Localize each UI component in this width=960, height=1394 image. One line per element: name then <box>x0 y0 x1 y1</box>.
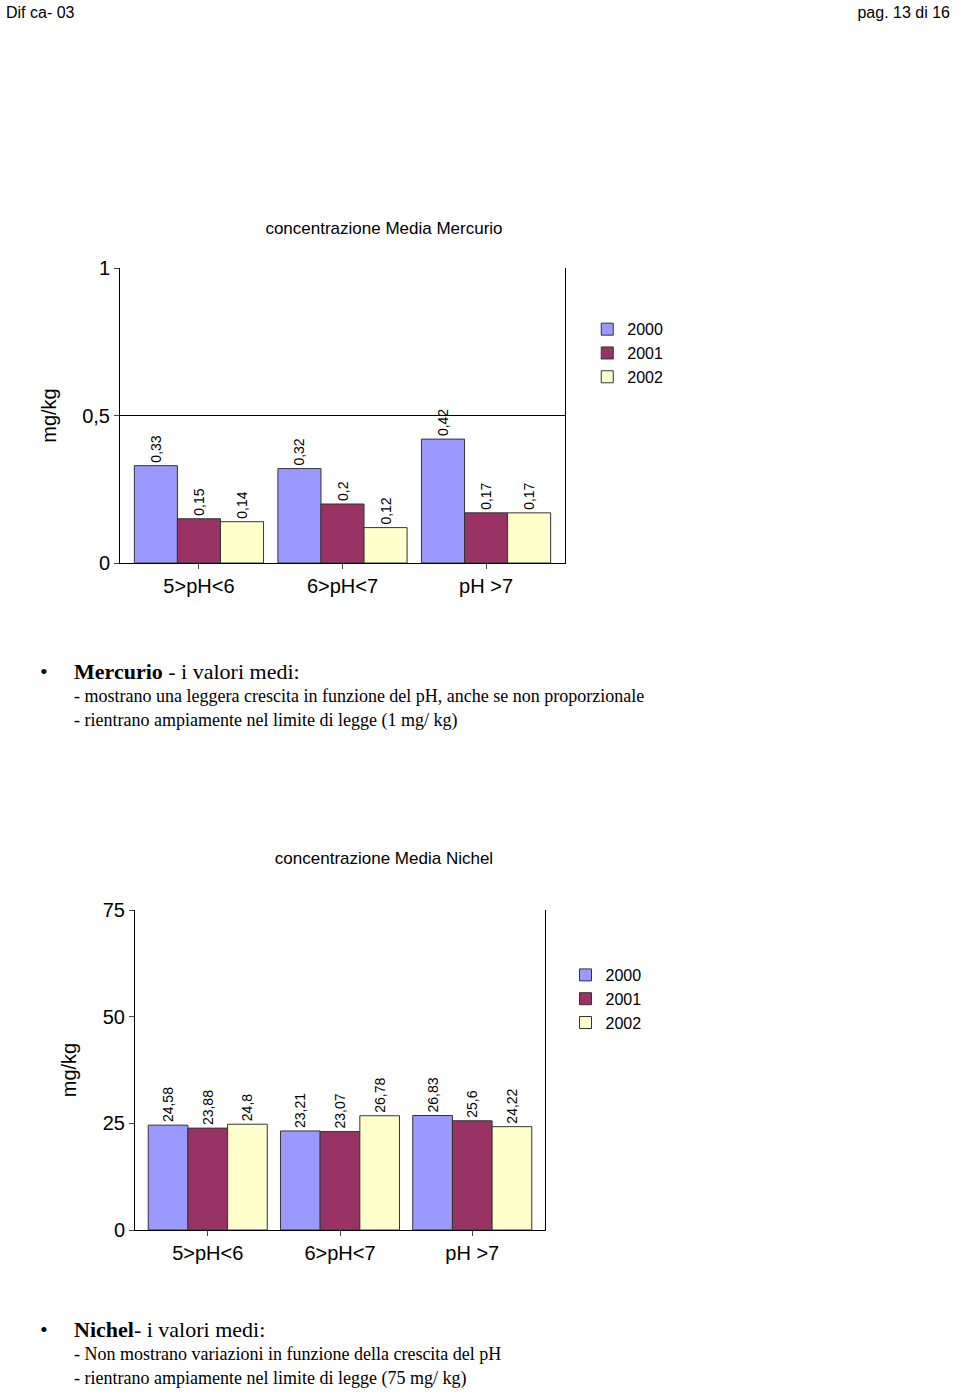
html-text:Mercurio - i valori medi:: Mercurio - i valori medi: <box>74 659 300 684</box>
svg-text:0: 0 <box>99 552 110 574</box>
svg-text:6>pH<7: 6>pH<7 <box>304 1242 375 1264</box>
html-text:- mostrano una leggera crescit: - mostrano una leggera crescita in funzi… <box>74 686 645 706</box>
svg-text:2000: 2000 <box>627 321 663 338</box>
svg-text:24,8: 24,8 <box>239 1094 255 1121</box>
svg-text:0,42: 0,42 <box>435 409 451 436</box>
svg-text:5>pH<6: 5>pH<6 <box>172 1242 243 1264</box>
svg-text:0,17: 0,17 <box>478 482 494 509</box>
svg-text:1: 1 <box>99 257 110 279</box>
svg-text:5>pH<6: 5>pH<6 <box>163 575 234 597</box>
html-text:Nichel - i valori medi:: Nichel - i valori medi: <box>74 1317 266 1342</box>
html-text:- rientrano ampiamente nel lim: - rientrano ampiamente nel limite di leg… <box>74 710 458 730</box>
svg-text:2002: 2002 <box>627 369 663 386</box>
svg-text:23,07: 23,07 <box>332 1093 348 1128</box>
svg-text:23,21: 23,21 <box>292 1093 308 1128</box>
svg-text:2001: 2001 <box>627 345 663 362</box>
svg-text:0,14: 0,14 <box>234 491 250 518</box>
svg-text:75: 75 <box>103 899 125 921</box>
svg-text:2000: 2000 <box>606 967 642 984</box>
svg-text:0,17: 0,17 <box>521 482 537 509</box>
svg-text:0,2: 0,2 <box>335 481 351 501</box>
svg-text:0: 0 <box>114 1219 125 1241</box>
svg-text:25: 25 <box>103 1112 125 1134</box>
html-text:- Non mostrano variazioni in f: - Non mostrano variazioni in funzione de… <box>74 1344 502 1364</box>
svg-text:26,83: 26,83 <box>425 1077 441 1112</box>
html-text:Dif ca- 03: Dif ca- 03 <box>6 4 75 21</box>
svg-text:2001: 2001 <box>606 991 642 1008</box>
svg-text:mg/kg: mg/kg <box>58 1043 80 1097</box>
svg-text:0,15: 0,15 <box>191 488 207 515</box>
svg-text:pH >7: pH >7 <box>459 575 513 597</box>
svg-text:6>pH<7: 6>pH<7 <box>307 575 378 597</box>
html-text:- rientrano ampiamente nel lim: - rientrano ampiamente nel limite di leg… <box>74 1368 467 1388</box>
html-text:pag. 13 di 16: pag. 13 di 16 <box>857 4 950 21</box>
svg-text:23,88: 23,88 <box>200 1090 216 1125</box>
svg-text:26,78: 26,78 <box>372 1077 388 1112</box>
svg-text:24,22: 24,22 <box>504 1088 520 1123</box>
svg-text:concentrazione Media Nichel: concentrazione Media Nichel <box>275 849 493 868</box>
svg-text:0,5: 0,5 <box>82 405 110 427</box>
svg-text:0,33: 0,33 <box>148 435 164 462</box>
svg-text:24,58: 24,58 <box>160 1087 176 1122</box>
svg-text:pH >7: pH >7 <box>445 1242 499 1264</box>
svg-text:50: 50 <box>103 1006 125 1028</box>
svg-text:concentrazione Media Mercurio: concentrazione Media Mercurio <box>265 219 502 238</box>
svg-text:25,6: 25,6 <box>464 1090 480 1117</box>
svg-text:0,12: 0,12 <box>378 497 394 524</box>
svg-text:mg/kg: mg/kg <box>38 388 60 442</box>
svg-text:2002: 2002 <box>606 1015 642 1032</box>
svg-text:0,32: 0,32 <box>291 438 307 465</box>
